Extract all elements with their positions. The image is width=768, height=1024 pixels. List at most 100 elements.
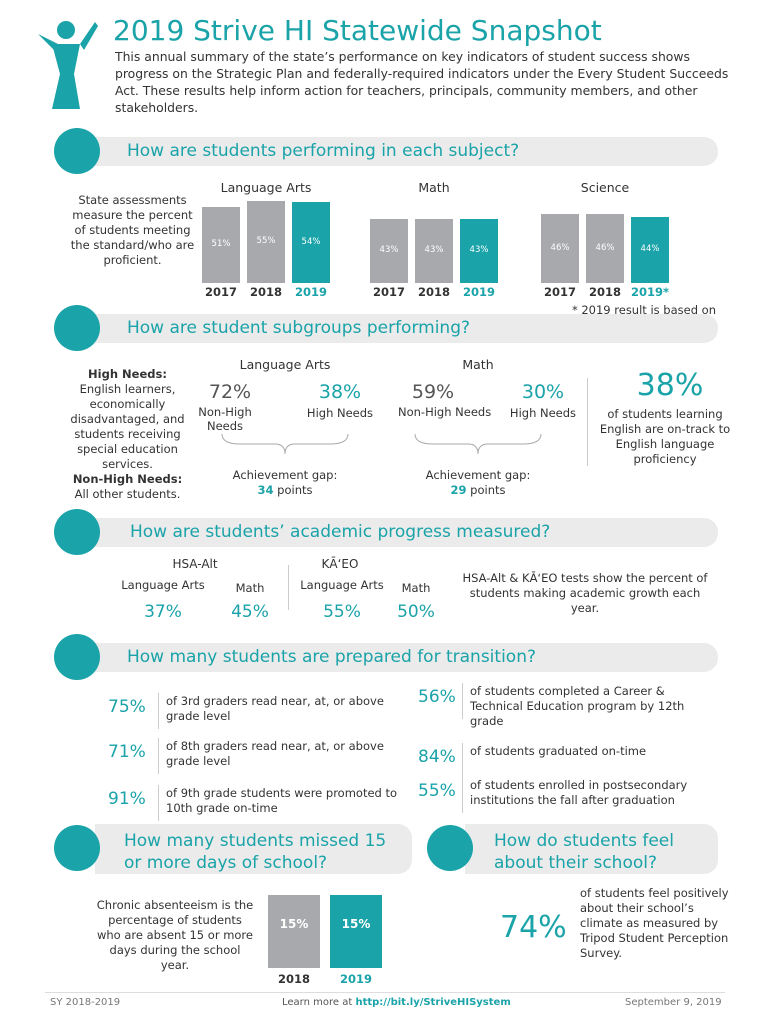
percent: 71% — [108, 742, 146, 762]
non-high-label: Non-High Needs — [398, 405, 492, 419]
bar-label: 15% — [279, 917, 309, 931]
x-tick-label: 2018 — [588, 285, 621, 299]
subject-label: Language Arts — [300, 578, 384, 592]
chart-name: Language Arts — [220, 180, 312, 195]
subject-label: Language Arts — [239, 357, 331, 372]
climate-value: 74% — [500, 910, 567, 945]
intro: This annual summary of the state’s perfo… — [115, 49, 729, 115]
percent: 84% — [418, 747, 456, 767]
section-bar — [95, 518, 718, 547]
section-title: How are student subgroups performing? — [127, 318, 471, 338]
bar-label: 44% — [640, 244, 660, 254]
divider — [587, 378, 588, 466]
bar — [541, 214, 579, 283]
x-tick-label: 2019 — [339, 972, 372, 986]
subject-label: Math — [401, 581, 431, 595]
item-text: of 3rd graders read near, at, or above g… — [166, 694, 384, 723]
bar-label: 15% — [341, 917, 371, 931]
link[interactable]: http://bit.ly/StriveHISystem — [355, 997, 511, 1008]
section-icon — [54, 509, 100, 555]
gap-unit: points — [470, 483, 506, 497]
definitions: High Needs: English learners, economical… — [65, 367, 190, 502]
x-tick-label: 2017 — [372, 285, 405, 299]
gap-row: 34 points — [215, 483, 355, 497]
term: Non-High Needs: — [72, 472, 183, 486]
subjects-note: State assessments measure the percent of… — [70, 193, 195, 267]
percent: 75% — [108, 697, 146, 717]
high-value: 38% — [318, 381, 362, 403]
brace — [221, 433, 349, 455]
x-tick-label: 2017 — [204, 285, 237, 299]
section-icon — [54, 825, 100, 871]
section-icon — [54, 305, 100, 351]
term: High Needs: — [88, 367, 167, 381]
footer-left: SY 2018-2019 — [50, 997, 121, 1008]
item-text: of students completed a Career & Technic… — [470, 684, 685, 728]
percent: 55% — [323, 602, 361, 622]
bar — [631, 217, 669, 283]
climate-text: of students feel positively about their … — [580, 886, 729, 960]
definition: English learners, economically disadvant… — [70, 382, 185, 471]
item-text: of students graduated on-time — [470, 744, 647, 758]
percent: 50% — [397, 602, 435, 622]
footer-rule — [45, 992, 725, 993]
bar-label: 43% — [424, 244, 444, 255]
high-label: High Needs — [509, 406, 577, 420]
gap-unit: points — [277, 483, 313, 497]
bar — [292, 202, 330, 283]
section-bar — [95, 643, 718, 672]
x-tick-label: 2018 — [277, 972, 310, 986]
percent: 91% — [108, 789, 146, 809]
subject-label: Language Arts — [121, 578, 205, 592]
gap-label: Achievement gap: — [425, 468, 531, 482]
section-title: How many students missed 15 or more days… — [124, 831, 387, 873]
section-icon — [54, 634, 100, 680]
x-tick-label: 2019 — [462, 285, 495, 299]
percent: 45% — [231, 602, 269, 622]
bar-label: 43% — [469, 244, 489, 255]
x-tick-label: 2019 — [294, 285, 327, 299]
high-label: High Needs — [306, 406, 374, 420]
high-value: 30% — [521, 381, 565, 403]
percent: 37% — [144, 602, 182, 622]
divider — [288, 565, 289, 610]
item-text: of 8th graders read near, at, or above g… — [166, 739, 384, 768]
section-bar — [95, 824, 412, 874]
test-name: HSA-Alt — [172, 557, 218, 571]
bar-label: 54% — [301, 236, 321, 247]
bar-label: 43% — [379, 244, 399, 255]
x-tick-label: 2019* — [630, 285, 670, 299]
subject-label: Math — [462, 357, 494, 372]
divider — [462, 777, 463, 813]
item-text: of 9th grade students were promoted to 1… — [166, 786, 398, 815]
footer-date: September 9, 2019 — [625, 997, 722, 1008]
callout-text: of students learning English are on-trac… — [599, 407, 731, 466]
chart-name: Science — [580, 180, 630, 195]
divider — [158, 738, 159, 774]
logo-icon — [38, 21, 98, 109]
bar — [370, 218, 408, 283]
bar-label: 55% — [256, 235, 276, 246]
section-title: How are students performing in each subj… — [127, 141, 520, 161]
non-high-label: Non-High Needs — [198, 405, 252, 433]
section-icon — [54, 128, 100, 174]
section-title: How do students feel about their school? — [494, 831, 674, 873]
section-title: How many students are prepared for trans… — [127, 647, 536, 667]
test-name: KĀʻEO — [321, 557, 359, 571]
x-tick-label: 2017 — [543, 285, 576, 299]
bar — [330, 894, 382, 968]
gap-value: 34 — [257, 483, 274, 497]
percent: 56% — [418, 687, 456, 707]
divider — [158, 693, 159, 729]
divider — [462, 743, 463, 779]
non-high-value: 59% — [411, 381, 455, 403]
bar — [415, 218, 453, 283]
progress-note: HSA-Alt & KĀʻEO tests show the percent o… — [462, 571, 708, 615]
percent: 55% — [418, 781, 456, 801]
section-bar — [95, 314, 718, 343]
gap-label: Achievement gap: — [232, 468, 338, 482]
bar — [586, 214, 624, 283]
section-bar — [465, 824, 718, 874]
definition: All other students. — [74, 487, 181, 501]
